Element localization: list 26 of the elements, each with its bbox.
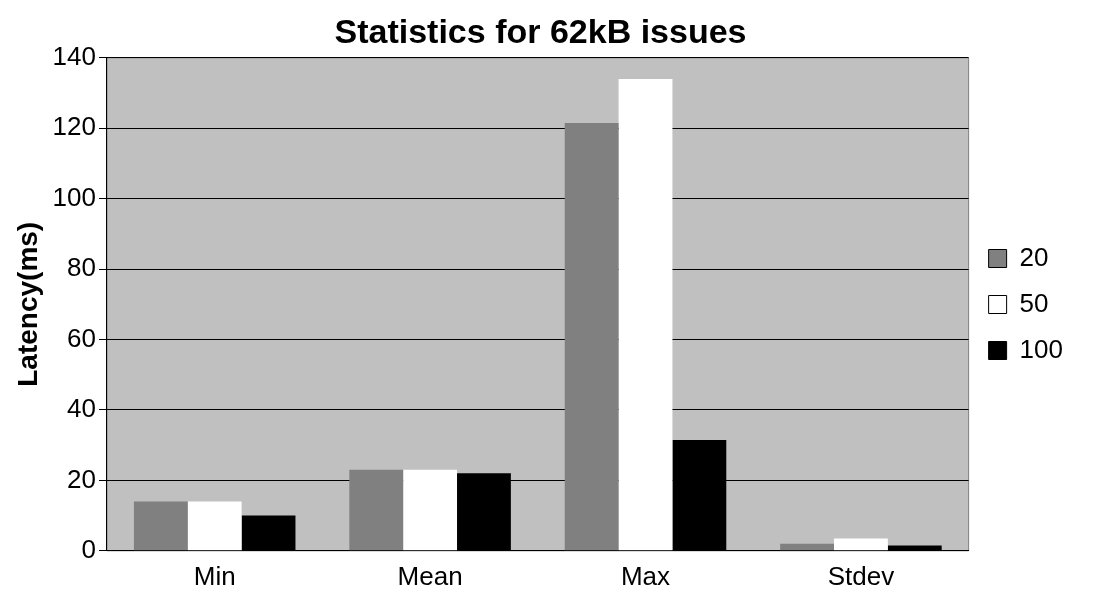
y-tick-label: 20 [67,463,96,494]
y-tick-label: 140 [52,40,96,71]
y-tick-label: 60 [67,322,96,353]
x-tick-label: Stdev [827,560,895,591]
bar [403,469,458,551]
bar [241,515,296,551]
legend-label: 100 [1019,333,1064,364]
bar [187,501,242,551]
y-tick-label: 40 [67,393,96,424]
chart-title: Statistics for 62kB issues [334,11,747,50]
bar [133,501,188,551]
y-tick-label: 100 [52,181,96,212]
y-tick-label: 0 [81,533,96,564]
y-tick-label: 80 [67,252,96,283]
y-tick-label: 120 [52,111,96,142]
bar [349,469,404,551]
legend-label: 50 [1019,287,1049,318]
bar [780,543,834,551]
bar [618,78,673,551]
x-tick-label: Mean [397,560,463,591]
bar [564,122,619,551]
legend-label: 20 [1019,241,1049,272]
x-tick-label: Min [193,560,236,591]
y-axis-title: Latency(ms) [11,221,43,387]
x-tick-label: Max [620,560,671,591]
bar [833,538,888,551]
